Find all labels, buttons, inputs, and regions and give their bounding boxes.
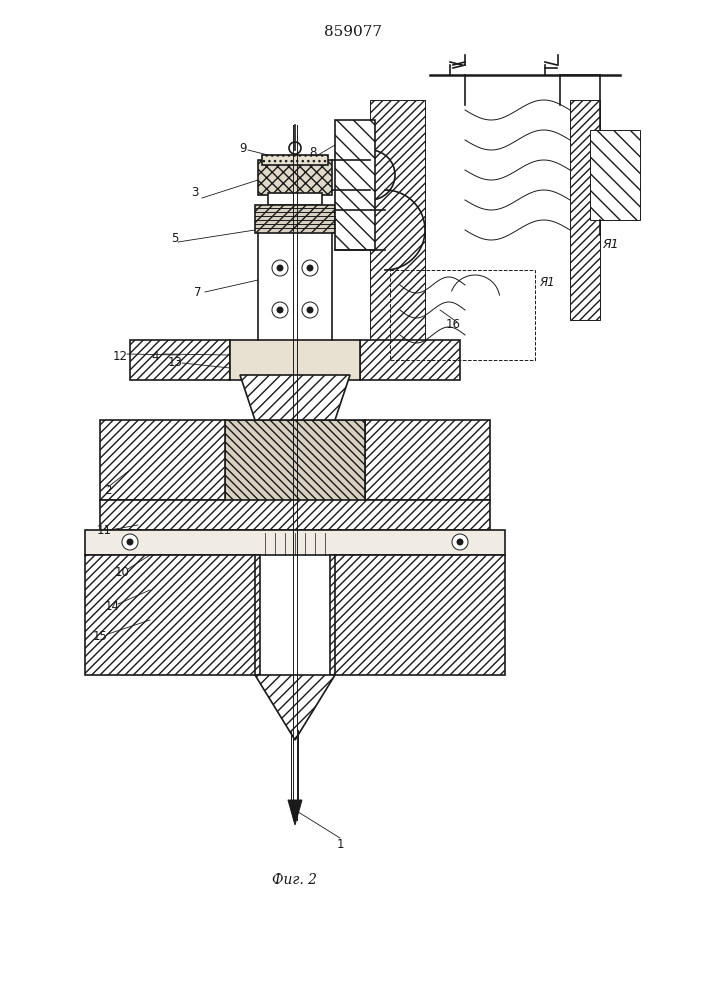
Bar (255, 205, 335, 233)
Bar (370, 100, 425, 360)
Text: 1: 1 (337, 838, 344, 852)
Text: 10: 10 (115, 566, 129, 578)
Circle shape (457, 539, 463, 545)
Bar (100, 420, 490, 500)
Bar (360, 340, 460, 380)
Text: 11: 11 (96, 524, 112, 536)
Text: Фиг. 2: Фиг. 2 (272, 873, 317, 887)
Bar (100, 500, 490, 530)
Bar (268, 193, 322, 205)
Bar (590, 130, 640, 220)
Text: Я1: Я1 (539, 275, 555, 288)
Polygon shape (255, 675, 335, 740)
Circle shape (289, 142, 301, 154)
Bar (330, 555, 505, 675)
Text: 8: 8 (310, 146, 317, 159)
Bar (570, 100, 600, 320)
Text: 9: 9 (239, 141, 247, 154)
Circle shape (272, 302, 288, 318)
Bar (85, 555, 260, 675)
Text: 14: 14 (105, 600, 119, 613)
Bar (390, 270, 535, 360)
Text: 7: 7 (194, 286, 201, 298)
Bar (335, 120, 375, 250)
Circle shape (272, 260, 288, 276)
Circle shape (452, 534, 468, 550)
Text: 16: 16 (445, 318, 460, 332)
Text: 12: 12 (112, 351, 127, 363)
Circle shape (122, 534, 138, 550)
Circle shape (302, 260, 318, 276)
Circle shape (277, 307, 283, 313)
Circle shape (302, 302, 318, 318)
Circle shape (307, 307, 313, 313)
Circle shape (277, 265, 283, 271)
Text: 4: 4 (151, 351, 159, 363)
Text: 3: 3 (192, 186, 199, 200)
Bar (130, 340, 230, 380)
Text: 13: 13 (168, 356, 182, 368)
Text: 859077: 859077 (324, 25, 382, 39)
Bar (230, 340, 360, 380)
Bar (225, 420, 365, 500)
Polygon shape (240, 375, 350, 435)
Bar (85, 530, 505, 555)
Text: Я1: Я1 (602, 238, 619, 251)
Bar (258, 160, 332, 195)
Bar (262, 155, 328, 165)
Text: 2: 2 (104, 484, 112, 496)
Text: 15: 15 (93, 631, 107, 644)
Text: 5: 5 (171, 232, 179, 244)
Polygon shape (288, 800, 302, 825)
Circle shape (127, 539, 133, 545)
Circle shape (307, 265, 313, 271)
